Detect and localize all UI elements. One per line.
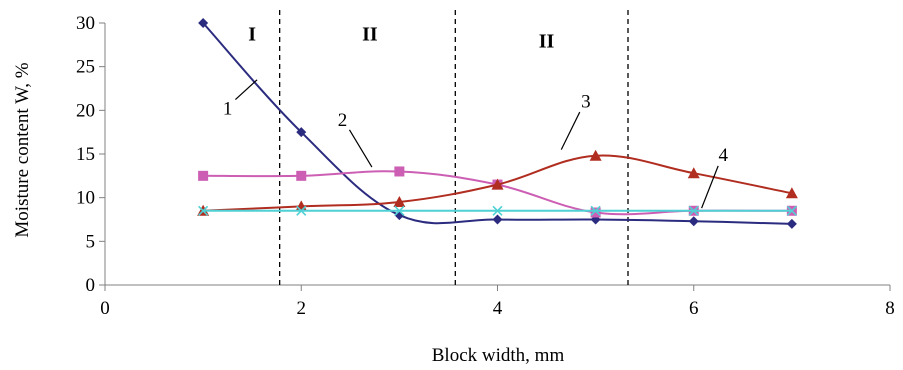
x-tick-label: 8	[885, 298, 895, 319]
series-number-label: 4	[718, 145, 728, 166]
data-point-stroke	[688, 205, 699, 216]
y-tick-label: 10	[76, 188, 95, 209]
data-point-stroke	[492, 205, 503, 216]
y-axis-label: Moisture content W, %	[12, 62, 33, 237]
data-point	[688, 216, 699, 227]
data-point-stroke	[590, 205, 601, 216]
series-number-label: 1	[223, 99, 233, 120]
leader-line	[234, 79, 258, 100]
data-point-stroke	[786, 205, 797, 216]
axes: 0 5 10 15 20 25 30 0 2 4 6 8	[76, 13, 895, 319]
series-number-label: 3	[581, 92, 591, 113]
series-number-label: 2	[338, 110, 348, 131]
data-point	[491, 178, 504, 190]
data-point	[296, 205, 307, 216]
x-tick-label: 4	[493, 298, 503, 319]
y-tick-label: 5	[86, 231, 96, 252]
x-tick-label: 6	[689, 298, 699, 319]
data-point	[785, 187, 798, 199]
data-point	[492, 214, 503, 225]
data-point-stroke	[394, 205, 405, 216]
data-point-stroke	[296, 205, 307, 216]
series-3	[197, 149, 798, 216]
data-point	[394, 166, 405, 177]
data-point	[198, 205, 209, 216]
y-tick-label: 15	[76, 144, 95, 165]
region-label: I	[248, 23, 256, 45]
data-point	[393, 196, 406, 208]
leader-line	[701, 165, 719, 209]
y-tick-label: 25	[76, 57, 95, 78]
data-point	[786, 205, 797, 216]
series-line	[202, 22, 792, 225]
x-axis-label: Block width, mm	[432, 345, 565, 366]
series-group	[197, 18, 798, 229]
series-1	[198, 18, 797, 229]
x-tick-label: 0	[100, 298, 110, 319]
data-point	[198, 170, 209, 181]
region-label: II	[539, 30, 555, 52]
region-boundaries	[279, 10, 629, 285]
leader-line	[560, 111, 581, 150]
x-tick-label: 2	[297, 298, 307, 319]
data-point	[688, 205, 699, 216]
data-point	[590, 205, 601, 216]
series-4	[198, 205, 797, 216]
data-point	[590, 207, 601, 218]
data-point	[492, 205, 503, 216]
y-tick-label: 0	[86, 275, 96, 296]
data-point	[296, 170, 307, 181]
region-label: II	[362, 23, 378, 45]
data-point	[296, 127, 307, 138]
data-point	[198, 18, 209, 28]
y-tick-label: 20	[76, 100, 95, 121]
leader-line	[348, 129, 373, 168]
data-point	[394, 205, 405, 216]
data-point	[687, 167, 700, 179]
data-point	[786, 218, 797, 229]
y-tick-label: 30	[76, 13, 95, 34]
data-point-stroke	[198, 205, 209, 216]
data-point	[589, 149, 602, 161]
